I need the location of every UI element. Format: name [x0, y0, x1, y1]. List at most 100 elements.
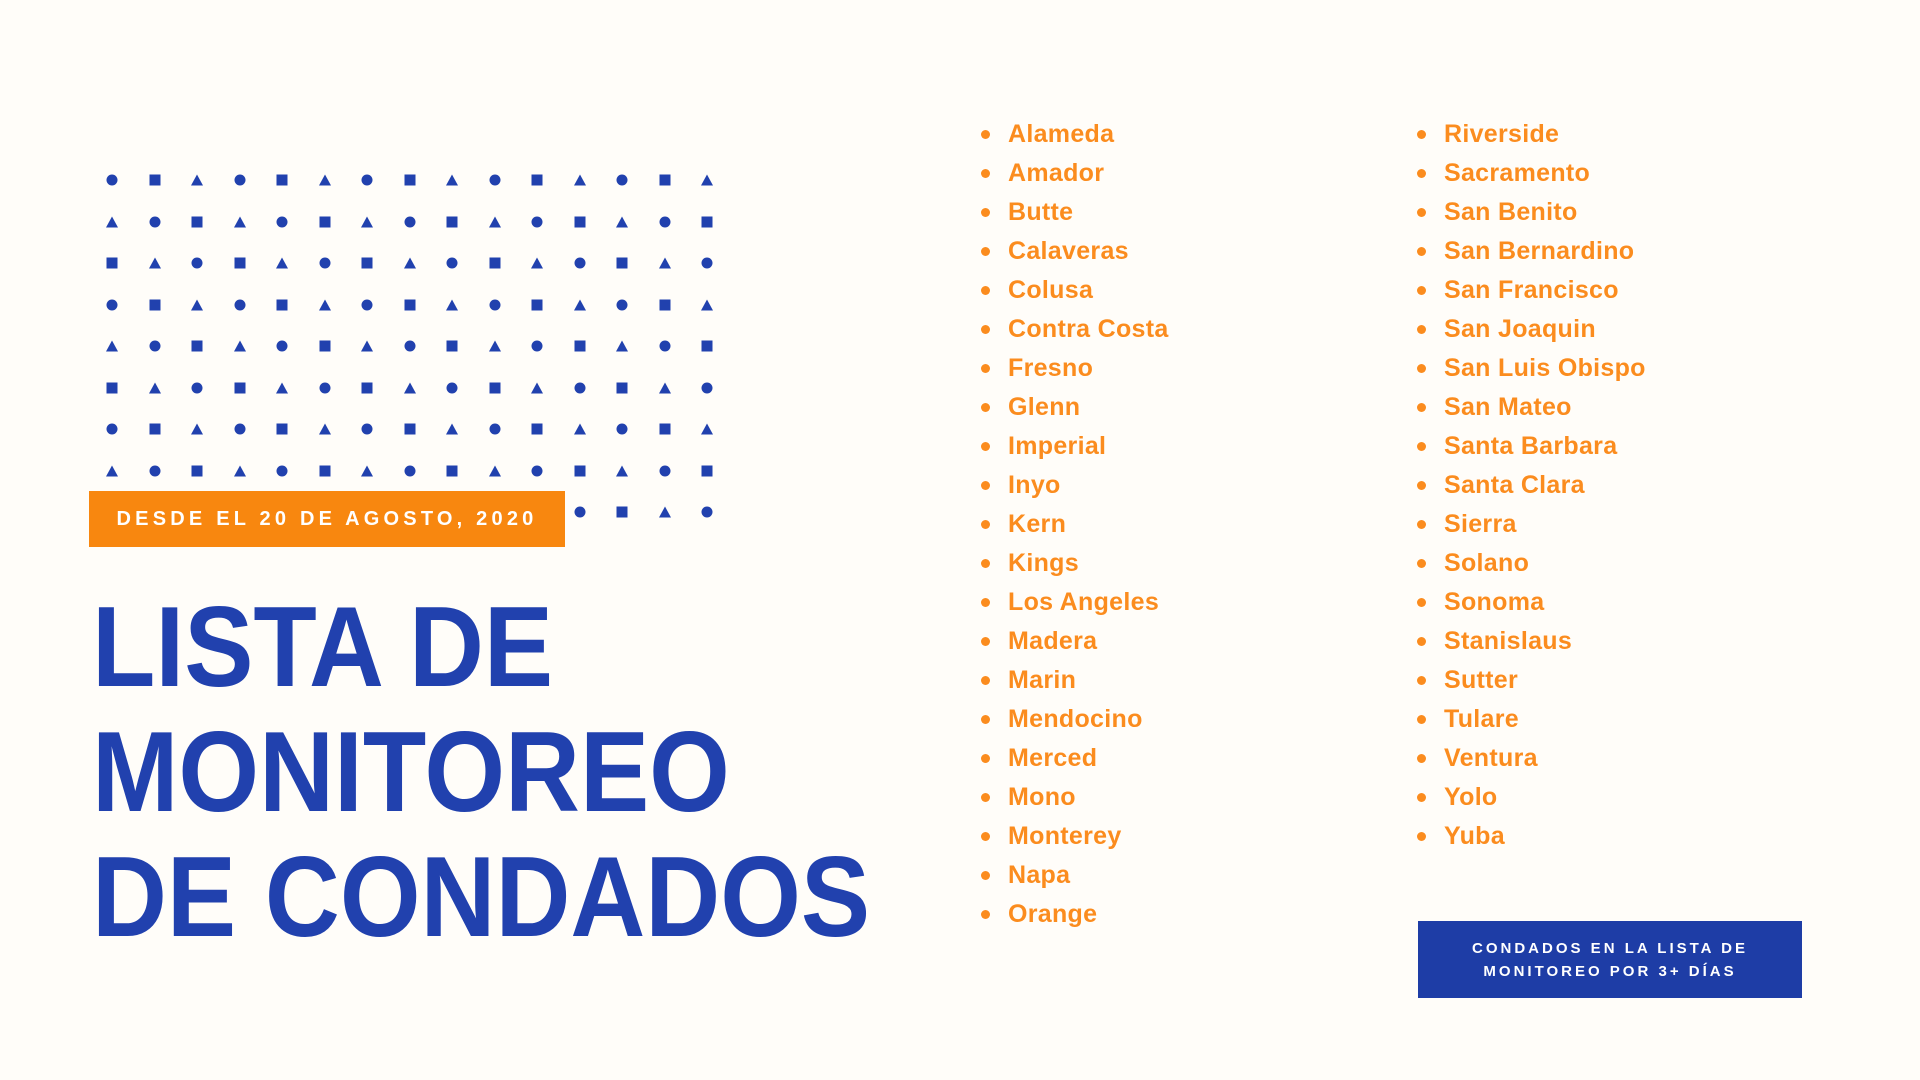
circle-icon — [149, 216, 160, 227]
square-icon — [404, 299, 415, 310]
county-name: San Francisco — [1444, 276, 1619, 304]
bullet-icon — [1417, 832, 1426, 841]
square-icon — [234, 257, 245, 269]
square-icon — [574, 465, 585, 476]
list-item: Fresno — [981, 349, 1169, 388]
bullet-icon — [981, 754, 990, 763]
bullet-icon — [1417, 442, 1426, 451]
county-name: Marin — [1008, 666, 1077, 694]
circle-icon — [574, 257, 585, 269]
county-name: Santa Clara — [1444, 471, 1585, 499]
list-item: Contra Costa — [981, 310, 1169, 349]
county-name: Riverside — [1444, 120, 1560, 148]
bullet-icon — [1417, 481, 1426, 490]
bullet-icon — [1417, 364, 1426, 373]
list-item: Merced — [981, 739, 1169, 778]
square-icon — [404, 174, 415, 186]
square-icon — [149, 174, 160, 186]
circle-icon — [404, 465, 415, 476]
bullet-icon — [1417, 130, 1426, 139]
list-item: Riverside — [1417, 115, 1646, 154]
triangle-icon — [148, 257, 161, 269]
list-item: Colusa — [981, 271, 1169, 310]
circle-icon — [361, 299, 373, 310]
list-item: Napa — [981, 856, 1169, 895]
circle-icon — [489, 174, 500, 186]
triangle-icon — [106, 216, 118, 227]
county-name: Sutter — [1444, 666, 1519, 694]
list-item: San Francisco — [1417, 271, 1646, 310]
county-name: Inyo — [1008, 471, 1061, 499]
triangle-icon — [233, 465, 246, 476]
triangle-icon — [446, 423, 458, 435]
county-name: Kings — [1008, 549, 1079, 577]
bullet-icon — [1417, 637, 1426, 646]
square-icon — [701, 340, 713, 352]
list-item: Sacramento — [1417, 154, 1646, 193]
county-name: San Luis Obispo — [1444, 354, 1646, 382]
triangle-icon — [276, 382, 288, 393]
county-name: Imperial — [1008, 432, 1107, 460]
triangle-icon — [403, 257, 416, 269]
bullet-icon — [981, 286, 990, 295]
list-item: Madera — [981, 622, 1169, 661]
circle-icon — [616, 423, 628, 435]
circle-icon — [404, 340, 415, 352]
circle-icon — [701, 506, 713, 518]
triangle-icon — [233, 340, 246, 352]
list-item: Santa Barbara — [1417, 427, 1646, 466]
footnote-badge-line-1: CONDADOS EN LA LISTA DE — [1472, 939, 1748, 957]
square-icon — [149, 423, 160, 435]
list-item: Yuba — [1417, 817, 1646, 856]
triangle-icon — [531, 257, 543, 269]
circle-icon — [361, 423, 373, 435]
list-item: Sonoma — [1417, 583, 1646, 622]
circle-icon — [319, 382, 330, 393]
list-item: San Luis Obispo — [1417, 349, 1646, 388]
list-item: Ventura — [1417, 739, 1646, 778]
list-item: Sierra — [1417, 505, 1646, 544]
square-icon — [574, 216, 585, 227]
circle-icon — [276, 340, 288, 352]
square-icon — [659, 174, 670, 186]
bullet-icon — [1417, 598, 1426, 607]
square-icon — [276, 423, 288, 435]
bullet-icon — [1417, 247, 1426, 256]
triangle-icon — [616, 216, 628, 227]
county-name: Glenn — [1008, 393, 1081, 421]
list-item: San Benito — [1417, 193, 1646, 232]
county-name: Contra Costa — [1008, 315, 1169, 343]
square-icon — [616, 506, 628, 518]
bullet-icon — [981, 598, 990, 607]
bullet-icon — [981, 520, 990, 529]
bullet-icon — [1417, 169, 1426, 178]
bullet-icon — [981, 793, 990, 802]
county-name: Orange — [1008, 900, 1098, 928]
circle-icon — [234, 423, 245, 435]
square-icon — [106, 257, 118, 269]
county-name: Santa Barbara — [1444, 432, 1618, 460]
triangle-icon — [446, 299, 458, 310]
footnote-badge: CONDADOS EN LA LISTA DE MONITOREO POR 3+… — [1418, 921, 1802, 998]
list-item: Alameda — [981, 115, 1169, 154]
list-item: Tulare — [1417, 700, 1646, 739]
square-icon — [659, 423, 670, 435]
county-name: Mono — [1008, 783, 1076, 811]
bullet-icon — [981, 364, 990, 373]
square-icon — [191, 340, 203, 352]
circle-icon — [616, 174, 628, 186]
circle-icon — [446, 257, 458, 269]
square-icon — [446, 465, 458, 476]
square-icon — [191, 216, 203, 227]
list-item: Imperial — [981, 427, 1169, 466]
county-name: Calaveras — [1008, 237, 1129, 265]
triangle-icon — [616, 465, 628, 476]
square-icon — [616, 257, 628, 269]
triangle-icon — [573, 174, 586, 186]
circle-icon — [489, 423, 500, 435]
date-banner: DESDE EL 20 DE AGOSTO, 2020 — [89, 491, 565, 547]
circle-icon — [149, 340, 160, 352]
circle-icon — [234, 174, 245, 186]
